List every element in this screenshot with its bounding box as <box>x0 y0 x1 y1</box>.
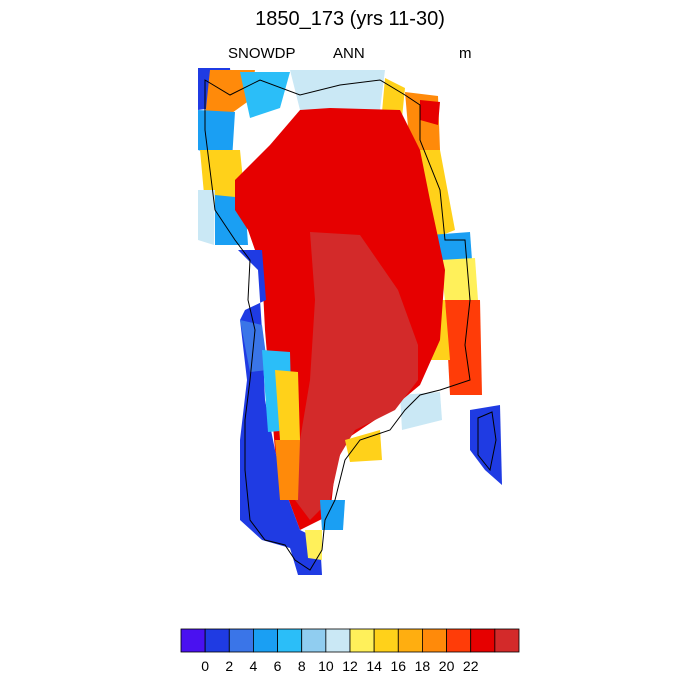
colorbar-tick-label: 4 <box>250 658 258 674</box>
colorbar-box <box>253 628 278 653</box>
colorbar-box <box>349 628 375 653</box>
island-coastline <box>477 411 497 472</box>
colorbar-tick-label: 14 <box>366 658 382 674</box>
colorbar-box <box>228 628 254 653</box>
colorbar-box <box>422 628 447 653</box>
colorbar-tick-label: 12 <box>342 658 358 674</box>
colorbar-tick-label: 10 <box>318 658 334 674</box>
colorbar-tick-label: 0 <box>201 658 209 674</box>
colorbar-tick-label: 2 <box>225 658 233 674</box>
colorbar-tick-label: 6 <box>274 658 282 674</box>
colorbar-labels: 0 2 4 6 8 10 12 14 16 18 20 22 <box>201 658 478 674</box>
colorbar-box <box>494 628 520 653</box>
coastline <box>204 79 471 571</box>
colorbar-tick-label: 22 <box>463 658 479 674</box>
variable-label: SNOWDP <box>228 45 296 62</box>
season-label: ANN <box>333 45 365 62</box>
colorbar-box <box>204 628 230 653</box>
colorbar-boxes <box>180 628 520 653</box>
colorbar-box <box>180 628 206 653</box>
colorbar-box <box>470 628 496 653</box>
colorbar-box <box>301 628 327 653</box>
colorbar-box <box>446 628 472 653</box>
colorbar-box <box>325 628 351 653</box>
colorbar-tick-label: 20 <box>439 658 455 674</box>
colorbar-tick-label: 18 <box>415 658 431 674</box>
colorbar-box <box>373 628 399 653</box>
units-label: m <box>459 45 472 62</box>
map-field <box>198 68 502 575</box>
colorbar-box <box>397 628 423 653</box>
colorbar-tick-label: 8 <box>298 658 306 674</box>
plot-title: 1850_173 (yrs 11-30) <box>255 8 445 30</box>
colorbar-box <box>277 628 303 653</box>
colorbar-tick-label: 16 <box>390 658 406 674</box>
